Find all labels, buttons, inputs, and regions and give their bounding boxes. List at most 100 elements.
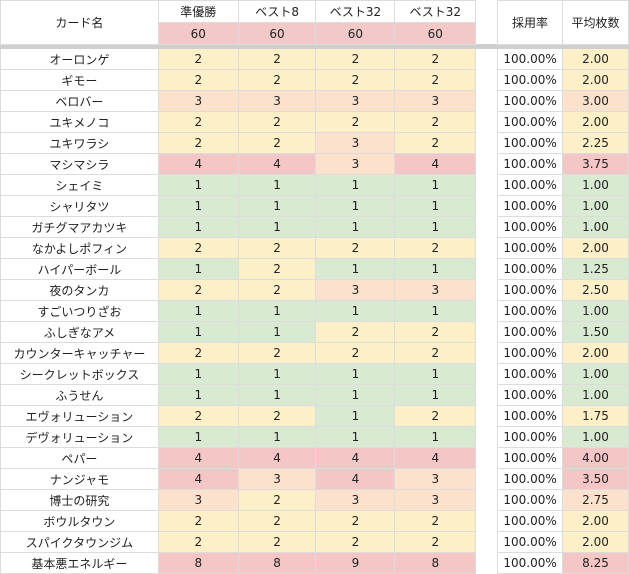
- count-cell[interactable]: 2: [237, 489, 317, 511]
- count-cell[interactable]: 1: [157, 300, 239, 322]
- count-cell[interactable]: 2: [157, 237, 239, 259]
- count-cell[interactable]: 1: [315, 174, 396, 196]
- count-cell[interactable]: 3: [394, 279, 477, 301]
- card-name-cell[interactable]: シークレットボックス: [0, 363, 159, 385]
- count-cell[interactable]: 2: [157, 69, 239, 91]
- count-cell[interactable]: 2: [157, 405, 239, 427]
- count-cell[interactable]: 2: [157, 48, 239, 70]
- average-count-cell[interactable]: 2.00: [562, 111, 629, 133]
- count-cell[interactable]: 3: [394, 468, 477, 490]
- average-count-cell[interactable]: 2.00: [562, 48, 629, 70]
- count-cell[interactable]: 1: [315, 216, 396, 238]
- card-name-cell[interactable]: ふうせん: [0, 384, 159, 406]
- card-name-cell[interactable]: オーロンゲ: [0, 48, 159, 70]
- count-cell[interactable]: 1: [394, 426, 477, 448]
- card-name-cell[interactable]: ガチグマアカツキ: [0, 216, 159, 238]
- count-cell[interactable]: 2: [157, 132, 239, 154]
- adoption-rate-cell[interactable]: 100.00%: [497, 384, 564, 406]
- count-cell[interactable]: 1: [157, 216, 239, 238]
- adoption-rate-cell[interactable]: 100.00%: [497, 363, 564, 385]
- header-count-1[interactable]: 60: [157, 22, 239, 45]
- count-cell[interactable]: 2: [157, 510, 239, 532]
- count-cell[interactable]: 2: [394, 48, 477, 70]
- count-cell[interactable]: 1: [157, 426, 239, 448]
- count-cell[interactable]: 4: [315, 447, 396, 469]
- adoption-rate-cell[interactable]: 100.00%: [497, 531, 564, 553]
- count-cell[interactable]: 2: [237, 510, 317, 532]
- card-name-cell[interactable]: 夜のタンカ: [0, 279, 159, 301]
- adoption-rate-cell[interactable]: 100.00%: [497, 342, 564, 364]
- count-cell[interactable]: 4: [157, 468, 239, 490]
- count-cell[interactable]: 1: [315, 405, 396, 427]
- count-cell[interactable]: 1: [394, 384, 477, 406]
- count-cell[interactable]: 2: [394, 237, 477, 259]
- adoption-rate-cell[interactable]: 100.00%: [497, 237, 564, 259]
- count-cell[interactable]: 2: [237, 531, 317, 553]
- average-count-cell[interactable]: 3.00: [562, 90, 629, 112]
- count-cell[interactable]: 2: [157, 342, 239, 364]
- count-cell[interactable]: 2: [394, 69, 477, 91]
- count-cell[interactable]: 3: [394, 489, 477, 511]
- adoption-rate-cell[interactable]: 100.00%: [497, 216, 564, 238]
- count-cell[interactable]: 2: [237, 258, 317, 280]
- card-name-cell[interactable]: ユキメノコ: [0, 111, 159, 133]
- card-name-cell[interactable]: ユキワラシ: [0, 132, 159, 154]
- adoption-rate-cell[interactable]: 100.00%: [497, 510, 564, 532]
- card-name-cell[interactable]: ギモー: [0, 69, 159, 91]
- average-count-cell[interactable]: 2.00: [562, 510, 629, 532]
- count-cell[interactable]: 3: [157, 489, 239, 511]
- header-count-4[interactable]: 60: [394, 22, 477, 45]
- header-average[interactable]: 平均枚数: [562, 0, 629, 45]
- card-name-cell[interactable]: 博士の研究: [0, 489, 159, 511]
- count-cell[interactable]: 1: [157, 258, 239, 280]
- average-count-cell[interactable]: 2.50: [562, 279, 629, 301]
- count-cell[interactable]: 1: [315, 384, 396, 406]
- count-cell[interactable]: 3: [237, 90, 317, 112]
- card-name-cell[interactable]: ペパー: [0, 447, 159, 469]
- count-cell[interactable]: 3: [157, 90, 239, 112]
- count-cell[interactable]: 1: [157, 384, 239, 406]
- count-cell[interactable]: 1: [237, 426, 317, 448]
- adoption-rate-cell[interactable]: 100.00%: [497, 321, 564, 343]
- count-cell[interactable]: 3: [237, 468, 317, 490]
- count-cell[interactable]: 2: [237, 237, 317, 259]
- count-cell[interactable]: 1: [394, 195, 477, 217]
- count-cell[interactable]: 2: [394, 111, 477, 133]
- adoption-rate-cell[interactable]: 100.00%: [497, 90, 564, 112]
- count-cell[interactable]: 2: [237, 111, 317, 133]
- count-cell[interactable]: 4: [157, 153, 239, 175]
- count-cell[interactable]: 1: [315, 426, 396, 448]
- header-card-name[interactable]: カード名: [0, 0, 159, 45]
- header-col-3[interactable]: ベスト32: [315, 0, 396, 23]
- count-cell[interactable]: 1: [157, 174, 239, 196]
- count-cell[interactable]: 8: [394, 552, 477, 574]
- average-count-cell[interactable]: 2.00: [562, 69, 629, 91]
- count-cell[interactable]: 1: [394, 363, 477, 385]
- count-cell[interactable]: 2: [315, 321, 396, 343]
- count-cell[interactable]: 1: [237, 216, 317, 238]
- count-cell[interactable]: 2: [394, 321, 477, 343]
- adoption-rate-cell[interactable]: 100.00%: [497, 69, 564, 91]
- adoption-rate-cell[interactable]: 100.00%: [497, 132, 564, 154]
- average-count-cell[interactable]: 1.50: [562, 321, 629, 343]
- average-count-cell[interactable]: 3.75: [562, 153, 629, 175]
- count-cell[interactable]: 4: [157, 447, 239, 469]
- count-cell[interactable]: 2: [315, 510, 396, 532]
- count-cell[interactable]: 1: [237, 195, 317, 217]
- count-cell[interactable]: 1: [315, 258, 396, 280]
- adoption-rate-cell[interactable]: 100.00%: [497, 489, 564, 511]
- adoption-rate-cell[interactable]: 100.00%: [497, 174, 564, 196]
- count-cell[interactable]: 3: [315, 132, 396, 154]
- average-count-cell[interactable]: 1.00: [562, 174, 629, 196]
- card-name-cell[interactable]: カウンターキャッチャー: [0, 342, 159, 364]
- average-count-cell[interactable]: 2.00: [562, 531, 629, 553]
- average-count-cell[interactable]: 1.00: [562, 363, 629, 385]
- count-cell[interactable]: 2: [394, 405, 477, 427]
- average-count-cell[interactable]: 1.25: [562, 258, 629, 280]
- count-cell[interactable]: 2: [315, 342, 396, 364]
- card-name-cell[interactable]: スパイクタウンジム: [0, 531, 159, 553]
- count-cell[interactable]: 4: [394, 447, 477, 469]
- count-cell[interactable]: 1: [237, 300, 317, 322]
- count-cell[interactable]: 2: [237, 132, 317, 154]
- adoption-rate-cell[interactable]: 100.00%: [497, 111, 564, 133]
